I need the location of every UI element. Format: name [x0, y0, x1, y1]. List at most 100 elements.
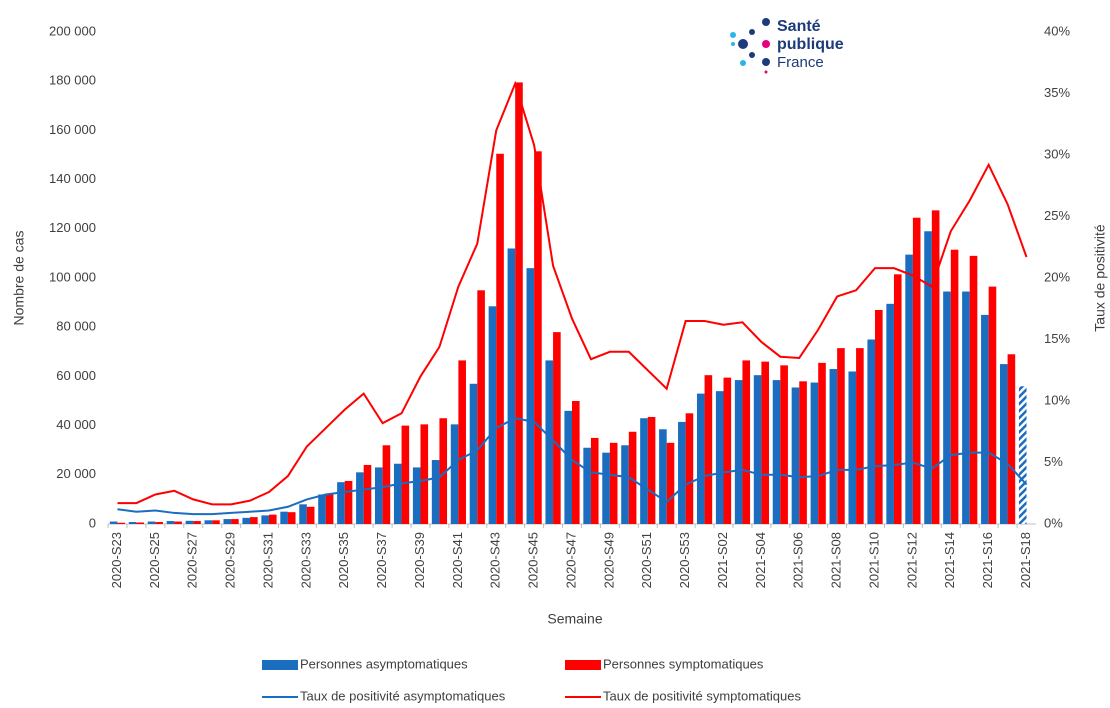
bar	[696, 393, 705, 524]
x-tick-label: 2020-S37	[374, 532, 389, 588]
x-tick-label: 2020-S49	[601, 532, 616, 588]
x-tick-label: 2020-S25	[147, 532, 162, 588]
legend-label: Taux de positivité asymptomatiques	[300, 688, 506, 703]
bar	[988, 286, 997, 524]
bar	[166, 521, 175, 524]
bar	[969, 255, 978, 525]
y2-tick-label: 5%	[1044, 454, 1063, 469]
y2-tick-label: 35%	[1044, 85, 1070, 100]
bar	[583, 447, 591, 524]
y-tick-label: 180 000	[49, 73, 96, 88]
bar	[325, 494, 334, 524]
x-tick-label: 2020-S27	[185, 532, 200, 588]
bar	[223, 519, 232, 524]
bar	[204, 520, 213, 524]
x-tick-label: 2021-S08	[829, 532, 844, 588]
logo-text: publique	[777, 36, 844, 53]
bar	[412, 467, 421, 524]
bar	[450, 424, 459, 524]
bar	[318, 494, 326, 524]
bar	[193, 521, 201, 524]
bar	[856, 348, 864, 524]
bar	[268, 514, 277, 524]
legend-swatch	[262, 660, 298, 670]
x-axis-title: Semaine	[547, 611, 602, 627]
y-tick-label: 120 000	[49, 220, 96, 235]
y-tick-label: 200 000	[49, 23, 96, 38]
bar	[893, 274, 902, 524]
bar	[356, 472, 364, 524]
bar	[1018, 386, 1027, 524]
bar	[678, 421, 686, 524]
x-tick-label: 2021-S18	[1018, 532, 1033, 588]
y-tick-label: 160 000	[49, 122, 96, 137]
bar	[488, 306, 497, 524]
bar	[621, 445, 629, 524]
bar	[761, 361, 769, 524]
bar	[393, 463, 402, 524]
bar	[344, 480, 353, 524]
bar	[609, 442, 618, 524]
bar	[829, 369, 838, 524]
y2-tick-label: 15%	[1044, 331, 1070, 346]
bar	[299, 504, 307, 524]
x-tick-label: 2021-S12	[904, 532, 919, 588]
bar	[564, 410, 572, 524]
bar	[799, 381, 807, 524]
bar	[231, 519, 239, 524]
bar	[174, 521, 182, 524]
logo-text: France	[777, 54, 824, 71]
bar	[715, 391, 724, 524]
bar	[242, 517, 251, 524]
bar	[363, 464, 372, 524]
bar	[943, 291, 951, 524]
x-tick-label: 2021-S14	[942, 532, 957, 588]
y2-tick-label: 25%	[1044, 208, 1070, 223]
bar	[628, 431, 637, 524]
bar	[999, 364, 1008, 524]
y2-tick-label: 0%	[1044, 515, 1063, 530]
bar	[818, 362, 826, 524]
y2-tick-label: 40%	[1044, 23, 1070, 38]
x-tick-label: 2020-S41	[450, 532, 465, 588]
bar	[931, 210, 940, 524]
y-tick-label: 40 000	[56, 417, 96, 432]
x-tick-label: 2021-S02	[715, 532, 730, 588]
bar	[545, 360, 554, 524]
bar	[250, 517, 258, 524]
bar	[659, 429, 667, 524]
bar	[981, 314, 989, 524]
bar	[375, 467, 383, 524]
logo-text: Santé	[777, 18, 821, 35]
bar	[772, 380, 781, 524]
y-tick-label: 100 000	[49, 269, 96, 284]
bar	[647, 416, 656, 524]
bar	[753, 375, 762, 524]
bar	[136, 522, 145, 524]
legend-label: Personnes symptomatiques	[603, 656, 764, 671]
bar	[469, 383, 478, 524]
bar	[147, 521, 156, 524]
bar	[185, 520, 194, 524]
bar	[431, 460, 440, 524]
y2-tick-label: 30%	[1044, 146, 1070, 161]
bar	[590, 437, 599, 524]
x-tick-label: 2020-S43	[488, 532, 503, 588]
legend-label: Personnes asymptomatiques	[300, 656, 468, 671]
bar	[458, 360, 466, 524]
bar	[924, 231, 932, 524]
bar	[553, 332, 561, 524]
y2-tick-label: 10%	[1044, 392, 1070, 407]
x-tick-label: 2020-S51	[639, 532, 654, 588]
bar	[306, 506, 315, 524]
x-tick-label: 2020-S39	[412, 532, 427, 588]
x-tick-label: 2020-S23	[109, 532, 124, 588]
bar	[905, 254, 913, 524]
x-tick-label: 2020-S35	[336, 532, 351, 588]
bar	[1007, 354, 1016, 524]
legend-label: Taux de positivité symptomatiques	[603, 688, 801, 703]
bar	[534, 151, 542, 524]
bar	[810, 382, 819, 524]
bar	[875, 309, 883, 524]
